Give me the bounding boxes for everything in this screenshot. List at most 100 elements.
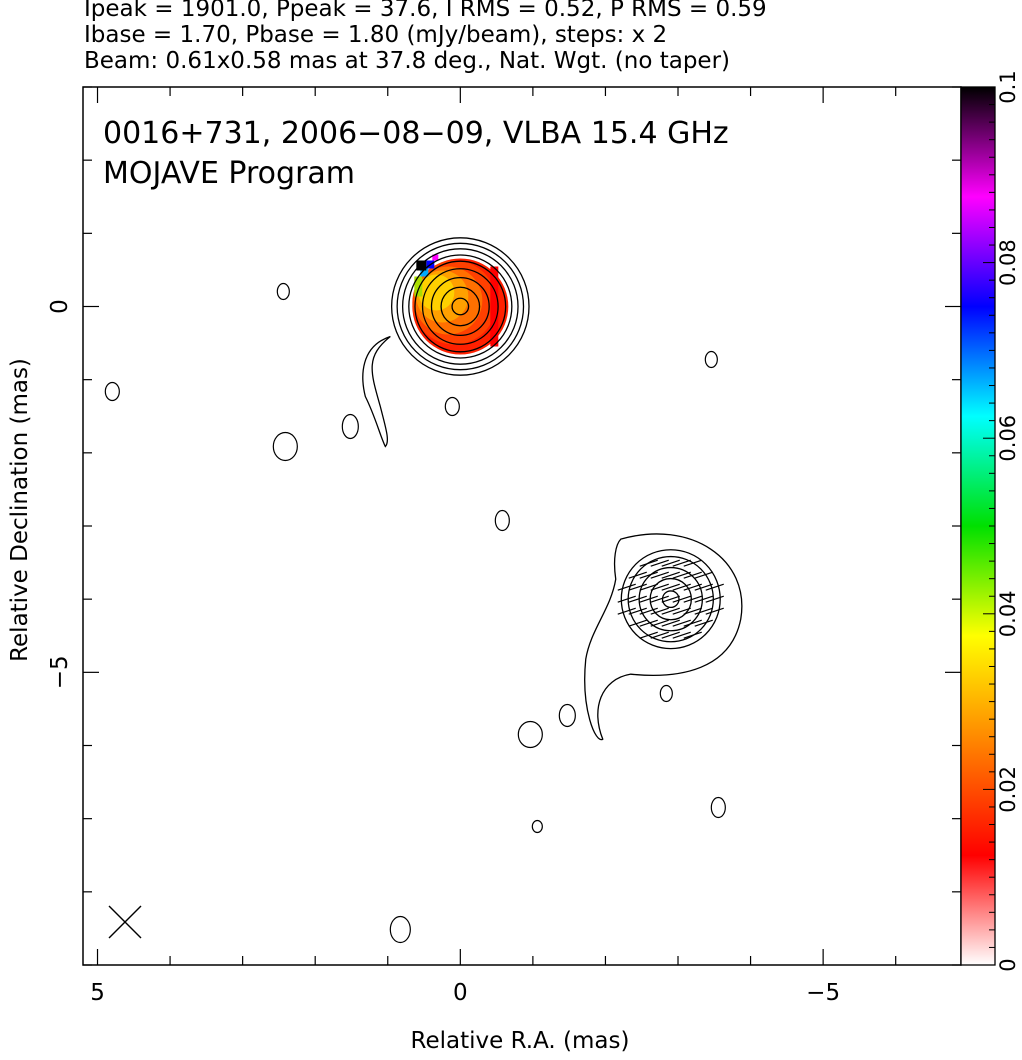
jet-contour [584, 533, 743, 741]
polarization-vector [694, 619, 713, 627]
polarization-vector [683, 559, 702, 567]
polarization-vector [650, 571, 669, 579]
plot-frame [82, 86, 962, 966]
polarization-vector [694, 583, 713, 591]
polarization-vector [683, 595, 702, 603]
contour-line [396, 242, 525, 371]
polarization-vector [628, 571, 647, 579]
polarization-vector [628, 607, 647, 615]
x-axis-label: Relative R.A. (mas) [410, 1028, 630, 1054]
polarization-fill [432, 254, 439, 261]
contour-line [401, 248, 519, 365]
polarization-vector [650, 583, 669, 591]
polarization-vector [683, 583, 702, 591]
contour-line [661, 590, 680, 609]
polarization-vector [617, 583, 636, 591]
polarization-vector [705, 595, 724, 603]
polarization-vector [705, 583, 724, 591]
polarization-vector [683, 619, 702, 627]
colorbar-tick-label: 0.04 [996, 590, 1020, 637]
y-tick-label: −5 [47, 655, 73, 689]
colorbar-tick-label: 0.1 [996, 70, 1020, 103]
polarization-vector [705, 607, 724, 615]
contour-line [620, 549, 721, 650]
plot-border [82, 86, 962, 966]
noise-contour [104, 381, 120, 402]
y-axis-label: Relative Declination (mas) [7, 358, 33, 662]
beam-minor-axis [108, 905, 142, 939]
noise-contour [272, 431, 298, 462]
polarization-vector [694, 595, 713, 603]
polarization-fill [418, 274, 455, 311]
polarization-vector [672, 571, 691, 579]
noise-contour [558, 703, 576, 728]
colorbar-tick-label: 0.02 [996, 766, 1020, 813]
polarization-fill [416, 260, 427, 271]
polarization-vector [661, 571, 680, 579]
polarization-vector [672, 595, 691, 603]
colorbar-tick-label: 0 [996, 958, 1020, 971]
header-line-3: Beam: 0.61x0.58 mas at 37.8 deg., Nat. W… [84, 48, 730, 74]
polarization-vector [628, 595, 647, 603]
contour-line [390, 237, 530, 376]
polarization-vector [639, 559, 658, 567]
header-line-2: Ibase = 1.70, Pbase = 1.80 (mJy/beam), s… [84, 22, 668, 48]
polarization-vector [650, 631, 669, 639]
polarization-fill [414, 276, 423, 297]
noise-contour [704, 350, 718, 369]
colorbar-tick-label: 0.08 [996, 239, 1020, 286]
noise-contour [659, 684, 673, 703]
colorbar-tick-label: 0.06 [996, 415, 1020, 462]
contour-line [440, 286, 481, 327]
polarization-vector [661, 559, 680, 567]
polarization-vector [661, 607, 680, 615]
contour-line [414, 260, 507, 353]
y-tick-label: 0 [47, 299, 73, 314]
fixed-features [104, 237, 743, 944]
x-tick-label: 5 [90, 980, 105, 1006]
contour-line [451, 297, 470, 316]
polarization-vector [672, 607, 691, 615]
polarization-vector [628, 583, 647, 591]
x-tick-label: 0 [453, 980, 468, 1006]
polarization-vector [650, 595, 669, 603]
core-contours [390, 237, 530, 376]
polarization-vector [672, 559, 691, 567]
polarization-vector [661, 619, 680, 627]
polarization-vector [617, 607, 636, 615]
noise-contour [531, 819, 543, 834]
chart-title: 0016+731, 2006−08−09, VLBA 15.4 GHz [103, 116, 729, 151]
contour-line [421, 268, 499, 345]
contour-line [430, 277, 490, 336]
polarization-color-map [412, 254, 509, 355]
polarization-vector [639, 583, 658, 591]
noise-contour [444, 396, 460, 417]
polarization-vector [650, 607, 669, 615]
polarization-vector [683, 631, 702, 639]
polarization-vector [628, 619, 647, 627]
polarization-vector [661, 583, 680, 591]
polarization-vector [672, 631, 691, 639]
noise-contour [517, 720, 543, 749]
polarization-vector [617, 595, 636, 603]
polarization-vector [672, 583, 691, 591]
polarization-vector [683, 571, 702, 579]
x-tick-label: −5 [806, 980, 840, 1006]
polarization-vector [639, 619, 658, 627]
polarization-vector [639, 631, 658, 639]
colorbar: 0 0.02 0.04 0.06 0.08 0.1 [960, 70, 1020, 972]
contour-line [408, 254, 513, 359]
jet-contour [362, 335, 391, 448]
polarization-vector [639, 571, 658, 579]
noise-contour [276, 282, 290, 301]
header-line-1: Ipeak = 1901.0, Ppeak = 37.6, I RMS = 0.… [84, 0, 767, 22]
polarization-vector [694, 607, 713, 615]
polarization-vector [639, 607, 658, 615]
noise-contour [341, 413, 359, 440]
noise-contour [389, 915, 411, 944]
noise-contour [710, 796, 726, 819]
polarization-vector [672, 619, 691, 627]
polarization-vector [661, 631, 680, 639]
noise-contour [494, 509, 510, 532]
polarization-vector [639, 595, 658, 603]
